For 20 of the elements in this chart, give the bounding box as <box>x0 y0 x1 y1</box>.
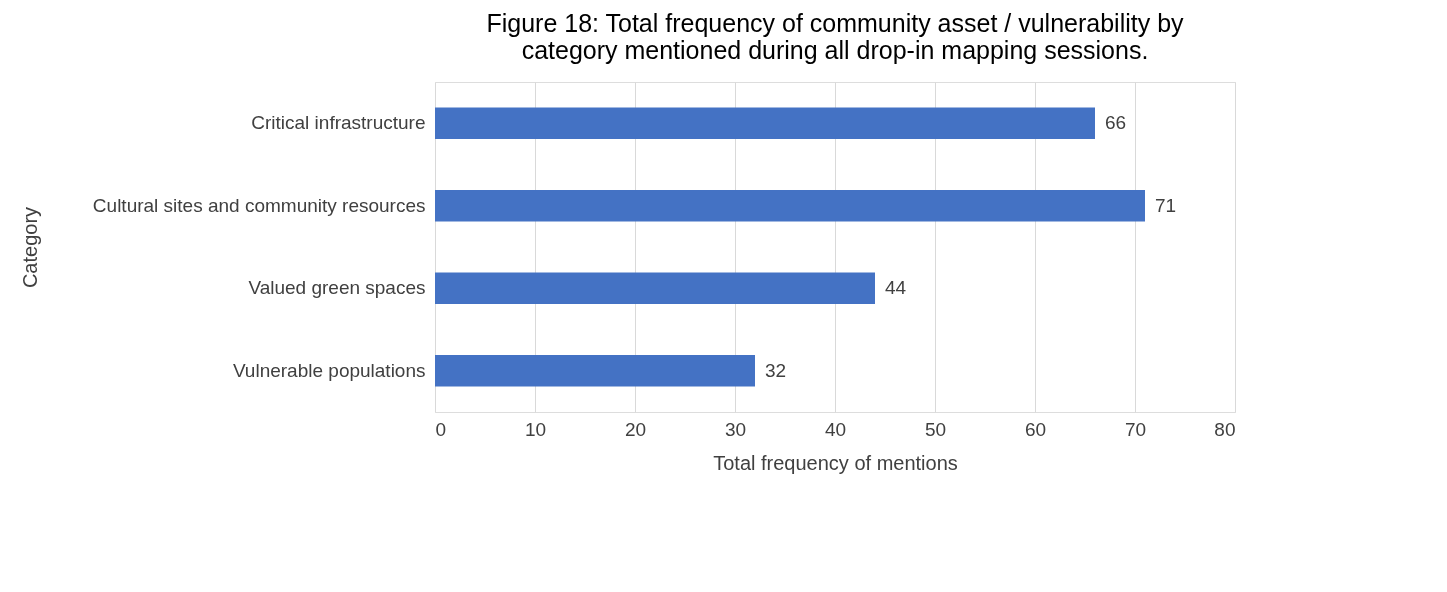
data-label: 44 <box>885 277 907 299</box>
x-tick-label: 70 <box>1124 418 1147 440</box>
x-tick-label: 30 <box>724 418 747 440</box>
y-tick-label: Valued green spaces <box>248 277 426 299</box>
x-tick-label: 10 <box>524 418 547 440</box>
data-label: 32 <box>765 359 787 381</box>
y-tick-label: Vulnerable populations <box>232 359 426 381</box>
x-tick-label: 0 <box>435 418 447 440</box>
x-axis-title: Total frequency of mentions <box>713 451 958 474</box>
y-tick-label: Cultural sites and community resources <box>92 194 426 216</box>
x-tick-label: 60 <box>1024 418 1047 440</box>
x-tick-label: 50 <box>924 418 947 440</box>
x-tick-label: 40 <box>824 418 847 440</box>
x-tick-label: 80 <box>1214 418 1236 440</box>
y-tick-label: Critical infrastructure <box>251 112 426 134</box>
x-tick-label: 20 <box>624 418 647 440</box>
chart-title: Figure 18: Total frequency of community asset / vulnerability by category mentioned during all drop-in mapping sessions. <box>486 9 1185 64</box>
data-label: 71 <box>1155 194 1177 216</box>
y-axis-title: Category <box>18 206 41 289</box>
data-label: 66 <box>1105 112 1127 134</box>
